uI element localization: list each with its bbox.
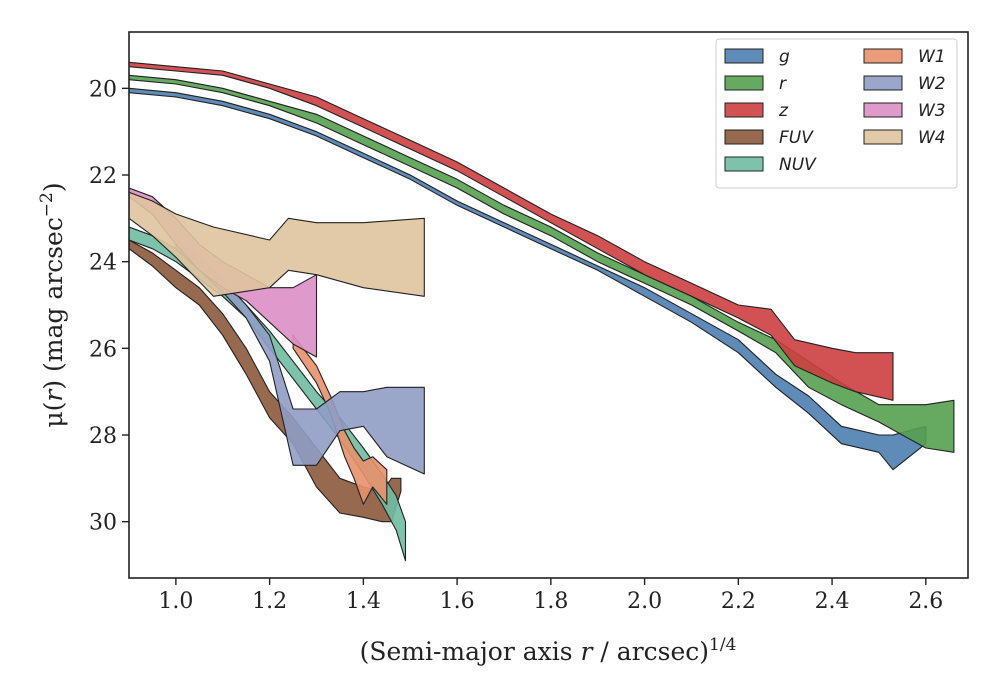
x-tick-label: 2.0 bbox=[627, 589, 662, 614]
y-tick-label: 20 bbox=[89, 77, 117, 102]
x-tick-label: 1.8 bbox=[533, 589, 568, 614]
legend-label-nuv: NUV bbox=[779, 155, 817, 175]
y-tick-label: 26 bbox=[89, 337, 117, 362]
legend-swatch-w2 bbox=[863, 75, 903, 91]
band-r bbox=[129, 74, 955, 453]
x-tick-label: 2.4 bbox=[815, 589, 850, 614]
legend-swatch-fuv bbox=[724, 129, 764, 145]
y-tick-label: 24 bbox=[89, 251, 117, 276]
legend-label-g: g bbox=[779, 47, 790, 67]
x-tick-label: 1.0 bbox=[158, 589, 193, 614]
legend-label-fuv: FUV bbox=[779, 128, 814, 148]
legend-swatch-w3 bbox=[863, 102, 903, 118]
legend-label-w4: W4 bbox=[918, 128, 946, 148]
legend-swatch-g bbox=[724, 48, 764, 64]
y-tick-label: 28 bbox=[89, 424, 117, 449]
x-tick-label: 1.4 bbox=[346, 589, 381, 614]
band-w4 bbox=[129, 191, 425, 297]
plot-frame bbox=[128, 31, 969, 579]
x-tick-label: 1.2 bbox=[252, 589, 287, 614]
x-tick-label: 1.6 bbox=[440, 589, 475, 614]
band-z bbox=[129, 61, 894, 401]
band-fuv bbox=[129, 239, 402, 523]
x-axis-label: (Semi-major axis r / arcsec)1/4 bbox=[360, 635, 737, 666]
ticks-layer: 1.0 1.2 1.4 1.6 1.8 2.0 2.2 2.4 2.6 20 22 24 26 28 30 bbox=[89, 77, 943, 614]
x-tick-label: 2.2 bbox=[721, 589, 756, 614]
legend-label-w2: W2 bbox=[918, 74, 946, 94]
legend-swatch-z bbox=[724, 102, 764, 118]
legend-swatch-w1 bbox=[863, 48, 903, 64]
legend-label-z: z bbox=[778, 101, 789, 121]
legend-label-w3: W3 bbox=[918, 101, 946, 121]
y-tick-label: 30 bbox=[89, 511, 117, 536]
y-axis-label: μ(r) (mag arcsec−2) bbox=[37, 182, 68, 427]
legend-swatch-nuv bbox=[724, 156, 764, 172]
y-tick-label: 22 bbox=[89, 164, 117, 189]
legend: grz FUV NUV W1 W2 W3 W4 bbox=[715, 38, 958, 189]
legend-swatch-r bbox=[724, 75, 764, 91]
legend-label-w1: W1 bbox=[918, 47, 946, 67]
legend-label-r: r bbox=[779, 74, 787, 94]
legend-swatch-w4 bbox=[863, 129, 903, 145]
x-tick-label: 2.6 bbox=[908, 589, 943, 614]
legend-entries: grz FUV NUV W1 W2 W3 W4 bbox=[724, 47, 946, 175]
series-layer bbox=[129, 61, 955, 562]
band-w2 bbox=[175, 239, 425, 475]
